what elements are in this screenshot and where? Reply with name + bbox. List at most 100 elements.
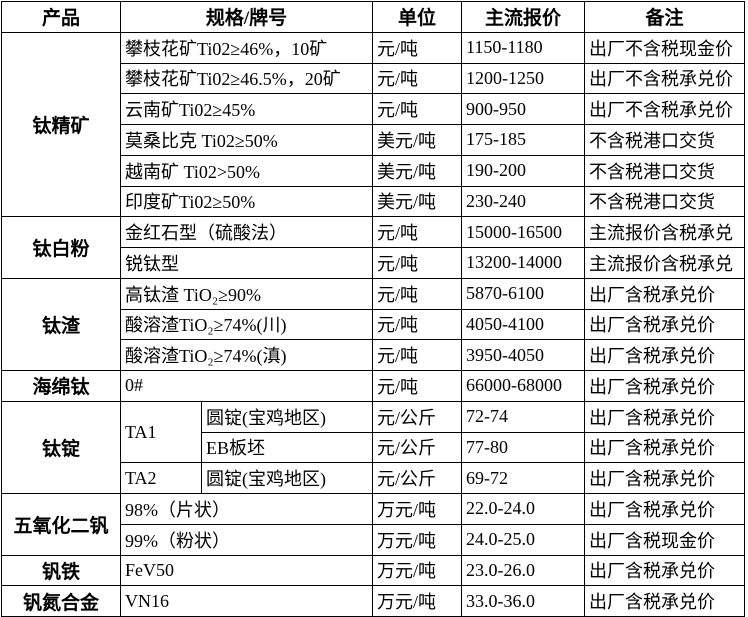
unit-cell: 美元/吨 [372, 154, 462, 187]
unit-cell: 万元/吨 [372, 493, 462, 525]
note-cell: 出厂含税承兑价 [584, 493, 745, 525]
unit-cell: 元/吨 [372, 31, 462, 64]
price-cell: 23.0-26.0 [461, 554, 585, 587]
spec-cell: 高钛渣 TiO₂≥90% [120, 277, 373, 310]
unit-cell: 元/吨 [372, 247, 462, 279]
spec-cell: 金红石型（硫酸法） [120, 216, 373, 248]
price-cell: 190-200 [461, 154, 585, 187]
unit-cell: 元/吨 [372, 277, 462, 310]
spec-cell: 99%（粉状） [120, 523, 373, 556]
note-cell: 不含税港口交货 [584, 154, 745, 187]
table-row: TA2 圆锭(宝鸡地区) 元/公斤 69-72 出厂含税承兑价 [2, 462, 745, 494]
note-cell: 出厂含税承兑价 [584, 554, 745, 587]
note-cell: 出厂不含税承兑价 [584, 62, 745, 95]
unit-cell: 美元/吨 [372, 124, 462, 156]
note-cell: 出厂含税承兑价 [584, 277, 745, 310]
header-unit: 单位 [372, 1, 462, 33]
price-cell: 15000-16500 [461, 216, 585, 248]
product-cell: 钛渣 [1, 277, 121, 372]
note-cell: 出厂含税承兑价 [584, 308, 745, 341]
table-row: 越南矿 Ti02>50% 美元/吨 190-200 不含税港口交货 [2, 154, 745, 187]
spec-cell: 印度矿Ti02≥50% [120, 185, 373, 218]
table-row: 钛精矿 攀枝花矿Ti02≥46%，10矿 元/吨 1150-1180 出厂不含税… [1, 31, 745, 218]
spec-cell: 攀枝花矿Ti02≥46.5%，20矿 [120, 62, 373, 95]
table-row: 五氧化二钒 98%（片状） 万元/吨 22.0-24.0 出厂含税承兑价 [1, 493, 745, 556]
unit-cell: 元/吨 [372, 308, 462, 341]
unit-cell: 元/吨 [372, 93, 462, 125]
note-cell: 出厂含税承兑价 [584, 585, 745, 617]
header-spec: 规格/牌号 [120, 1, 373, 33]
note-cell: 出厂含税现金价 [584, 523, 745, 556]
header-product: 产品 [1, 1, 121, 33]
spec-cell: 0# [120, 370, 373, 402]
spec-cell: 锐钛型 [120, 247, 373, 279]
note-cell: 出厂不含税承兑价 [584, 93, 745, 125]
spec-cell: 酸溶渣TiO₂≥74%(川) [120, 308, 373, 341]
unit-cell: 万元/吨 [372, 554, 462, 587]
note-cell: 出厂含税承兑价 [584, 431, 745, 464]
product-cell: 钛锭 [1, 400, 121, 495]
table-row: 钛锭 TA1 圆锭(宝鸡地区) 元/公斤 72-74 出厂含税承兑价 [1, 400, 745, 495]
product-cell: 五氧化二钒 [1, 493, 121, 556]
spec-cell: 酸溶渣TiO₂≥74%(滇) [120, 339, 373, 371]
price-cell: 3950-4050 [461, 339, 585, 371]
header-note: 备注 [584, 1, 745, 33]
table-row: 99%（粉状） 万元/吨 24.0-25.0 出厂含税现金价 [2, 523, 745, 556]
product-cell: 海绵钛 [1, 370, 121, 402]
price-cell: 1150-1180 [461, 31, 585, 64]
note-cell: 不含税港口交货 [584, 124, 745, 156]
unit-cell: 美元/吨 [372, 185, 462, 218]
note-cell: 出厂含税承兑价 [584, 370, 745, 402]
table-row: 钒铁 FeV50 万元/吨 23.0-26.0 出厂含税承兑价 [1, 554, 745, 587]
spec-cell: VN16 [120, 585, 373, 617]
unit-cell: 万元/吨 [372, 523, 462, 556]
table-row: 酸溶渣TiO₂≥74%(川) 元/吨 4050-4100 出厂含税承兑价 [2, 308, 745, 341]
price-cell: 24.0-25.0 [461, 523, 585, 556]
price-cell: 77-80 [461, 431, 585, 464]
table-row: 钒氮合金 VN16 万元/吨 33.0-36.0 出厂含税承兑价 [1, 585, 745, 617]
table-row: 攀枝花矿Ti02≥46.5%，20矿 元/吨 1200-1250 出厂不含税承兑… [2, 62, 745, 95]
unit-cell: 元/吨 [372, 339, 462, 371]
table-row: 锐钛型 元/吨 13200-14000 主流报价含税承兑 [2, 247, 745, 279]
unit-cell: 元/吨 [372, 370, 462, 402]
price-cell: 22.0-24.0 [461, 493, 585, 525]
note-cell: 出厂含税承兑价 [584, 400, 745, 433]
note-cell: 出厂不含税现金价 [584, 31, 745, 64]
spec-cell: 莫桑比克 Ti02≥50% [120, 124, 373, 156]
table-row: 酸溶渣TiO₂≥74%(滇) 元/吨 3950-4050 出厂含税承兑价 [2, 339, 745, 371]
note-cell: 出厂含税承兑价 [584, 462, 745, 494]
grade-cell: TA1 [120, 400, 202, 464]
product-cell: 钒铁 [1, 554, 121, 587]
table-row: 钛白粉 金红石型（硫酸法） 元/吨 15000-16500 主流报价含税承兑 [1, 216, 745, 279]
product-cell: 钛精矿 [1, 31, 121, 218]
note-cell: 出厂含税承兑价 [584, 339, 745, 371]
price-cell: 69-72 [461, 462, 585, 494]
price-cell: 1200-1250 [461, 62, 585, 95]
table-row: 钛渣 高钛渣 TiO₂≥90% 元/吨 5870-6100 出厂含税承兑价 [1, 277, 745, 372]
price-cell: 175-185 [461, 124, 585, 156]
grade-cell: TA2 [120, 462, 202, 494]
spec-cell: 圆锭(宝鸡地区) [201, 400, 373, 433]
spec-cell: 云南矿Ti02≥45% [120, 93, 373, 125]
price-cell: 66000-68000 [461, 370, 585, 402]
spec-cell: 98%（片状） [120, 493, 373, 525]
unit-cell: 元/吨 [372, 216, 462, 248]
spec-cell: FeV50 [120, 554, 373, 587]
spec-cell: EB板坯 [201, 431, 373, 464]
product-cell: 钛白粉 [1, 216, 121, 279]
unit-cell: 元/公斤 [372, 462, 462, 494]
unit-cell: 元/吨 [372, 62, 462, 95]
note-cell: 主流报价含税承兑 [584, 216, 745, 248]
table-row: 莫桑比克 Ti02≥50% 美元/吨 175-185 不含税港口交货 [2, 124, 745, 156]
price-cell: 230-240 [461, 185, 585, 218]
spec-cell: 圆锭(宝鸡地区) [201, 462, 373, 494]
header-row: 产品 规格/牌号 单位 主流报价 备注 [1, 1, 745, 33]
price-cell: 5870-6100 [461, 277, 585, 310]
table-row: 印度矿Ti02≥50% 美元/吨 230-240 不含税港口交货 [2, 185, 745, 218]
price-cell: 33.0-36.0 [461, 585, 585, 617]
unit-cell: 元/公斤 [372, 431, 462, 464]
table-row: 云南矿Ti02≥45% 元/吨 900-950 出厂不含税承兑价 [2, 93, 745, 125]
header-price: 主流报价 [461, 1, 585, 33]
